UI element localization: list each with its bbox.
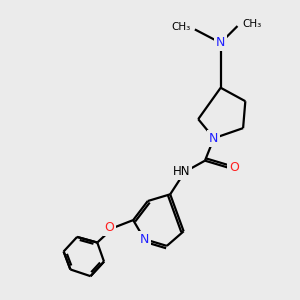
Text: HN: HN	[173, 165, 190, 178]
Text: N: N	[209, 132, 219, 145]
Text: N: N	[140, 233, 149, 246]
Text: N: N	[216, 36, 225, 50]
Text: O: O	[229, 161, 239, 174]
Text: CH₃: CH₃	[242, 19, 261, 29]
Text: CH₃: CH₃	[171, 22, 190, 32]
Text: O: O	[105, 221, 115, 235]
